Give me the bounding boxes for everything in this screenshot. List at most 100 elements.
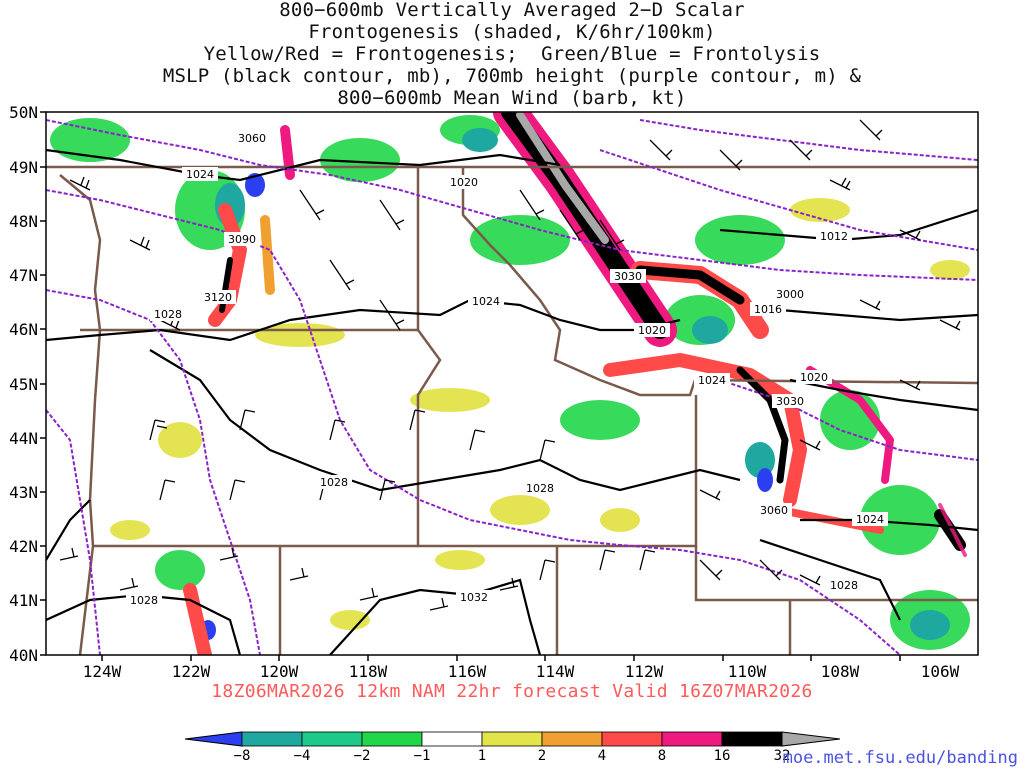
title-line-4: MSLP (black contour, mb), 700mb height (…: [162, 65, 862, 87]
mslp-label: 1020: [634, 323, 670, 337]
lat-label: 42N: [9, 537, 38, 556]
colorbar-label: −8: [234, 748, 251, 764]
mslp-label: 1032: [456, 590, 492, 604]
mslp-label-text: 1028: [154, 308, 182, 321]
source-url-link[interactable]: moe.met.fsu.edu/banding: [782, 748, 1018, 768]
mslp-label: 1028: [150, 307, 186, 321]
lon-label: 118W: [349, 662, 388, 681]
lon-axis: [101, 655, 901, 661]
height-label-text: 3030: [614, 270, 642, 283]
mslp-label-text: 1028: [830, 579, 858, 592]
colorbar-right-arrow: [781, 731, 841, 747]
lat-label: 50N: [9, 103, 38, 122]
lat-label: 43N: [9, 483, 38, 502]
mslp-label: 1020: [796, 370, 832, 384]
mslp-label-text: 1020: [800, 371, 828, 384]
lat-label: 40N: [9, 646, 38, 665]
lat-label: 45N: [9, 375, 38, 394]
lon-label: 114W: [536, 662, 575, 681]
lon-label: 124W: [83, 662, 122, 681]
mslp-label: 1024: [852, 512, 888, 526]
mslp-label-text: 1024: [472, 295, 500, 308]
colorbar-label: 2: [538, 748, 546, 764]
mslp-label-text: 1032: [460, 591, 488, 604]
lat-label: 47N: [9, 266, 38, 285]
lat-labels: 50N 49N 48N 47N 46N 45N 44N 43N 42N 41N …: [9, 103, 38, 665]
mslp-label-text: 1024: [698, 374, 726, 387]
colorbar-label: 16: [714, 748, 731, 764]
colorbar-label: −1: [414, 748, 431, 764]
mslp-label: 1028: [522, 481, 558, 495]
height-contours: [46, 119, 978, 655]
height-label-text: 3090: [228, 233, 256, 246]
height-label: 3060: [756, 503, 792, 517]
mslp-label-text: 1028: [130, 594, 158, 607]
mslp-label: 1024: [468, 294, 504, 308]
height-label: 3030: [772, 394, 808, 408]
colorbar-box: [421, 731, 483, 747]
mslp-label-text: 1020: [638, 324, 666, 337]
mslp-label: 1016: [750, 302, 786, 316]
mslp-label: 1028: [316, 475, 352, 489]
colorbar-label: −2: [354, 748, 371, 764]
lon-label: 112W: [625, 662, 664, 681]
colorbar-label: −4: [294, 748, 311, 764]
mslp-label: 1012: [816, 229, 852, 243]
height-label-text: 3000: [776, 288, 804, 301]
lon-labels: 124W 122W 120W 118W 116W 114W 112W 110W …: [83, 662, 960, 681]
height-label-text: 3030: [776, 395, 804, 408]
mslp-label: 1024: [182, 167, 218, 181]
mslp-label: 1028: [826, 578, 862, 592]
lon-label: 108W: [821, 662, 860, 681]
colorbar-box: [721, 731, 783, 747]
mslp-label-text: 1028: [320, 476, 348, 489]
mslp-label-text: 1024: [186, 168, 214, 181]
colorbar: −8 −4 −2 −1 1 2 4 8 16 32: [184, 731, 841, 764]
colorbar-label: 4: [598, 748, 606, 764]
height-label: 3090: [224, 232, 260, 246]
colorbar-box: [541, 731, 603, 747]
lon-label: 120W: [260, 662, 299, 681]
title-line-5: 800−600mb Mean Wind (barb, kt): [337, 87, 687, 109]
colorbar-labels: −8 −4 −2 −1 1 2 4 8 16 32: [234, 748, 791, 764]
wind-barbs: [59, 119, 961, 611]
lon-label: 122W: [172, 662, 211, 681]
colorbar-box: [661, 731, 723, 747]
lat-label: 46N: [9, 320, 38, 339]
lon-label: 106W: [921, 662, 960, 681]
mslp-label: 1024: [694, 373, 730, 387]
contour-labels: 1024 1020 1024 1028 1016 1012 1020 1024 …: [126, 131, 888, 607]
height-label: 3120: [200, 290, 236, 304]
lat-label: 48N: [9, 212, 38, 231]
mslp-label-text: 1012: [820, 230, 848, 243]
colorbar-boxes: [241, 731, 783, 747]
mslp-label: 1028: [126, 593, 162, 607]
colorbar-label: 1: [478, 748, 486, 764]
title-line-2: Frontogenesis (shaded, K/6hr/100km): [308, 21, 716, 43]
height-label-text: 3060: [238, 132, 266, 145]
lat-label: 41N: [9, 591, 38, 610]
height-label-text: 3120: [204, 291, 232, 304]
height-label-text: 3060: [760, 504, 788, 517]
height-label: 3060: [234, 131, 270, 145]
title-line-3: Yellow/Red = Frontogenesis; Green/Blue =…: [203, 43, 821, 65]
mslp-label-text: 1016: [754, 303, 782, 316]
title-line-1: 800−600mb Vertically Averaged 2−D Scalar: [279, 0, 745, 21]
colorbar-box: [241, 731, 303, 747]
lon-label: 110W: [728, 662, 767, 681]
mslp-label: 1020: [446, 175, 482, 189]
height-label: 3030: [610, 269, 646, 283]
colorbar-box: [601, 731, 663, 747]
colorbar-box: [301, 731, 363, 747]
mslp-label-text: 1028: [526, 482, 554, 495]
lat-label: 49N: [9, 158, 38, 177]
colorbar-label: 8: [658, 748, 666, 764]
lat-label: 44N: [9, 429, 38, 448]
state-borders: [46, 165, 978, 655]
forecast-valid-text: 18Z06MAR2026 12km NAM 22hr forecast Vali…: [211, 681, 813, 702]
mslp-label-text: 1020: [450, 176, 478, 189]
frontogenesis-shading: [46, 112, 978, 655]
colorbar-left-arrow: [184, 731, 243, 747]
colorbar-box: [361, 731, 423, 747]
